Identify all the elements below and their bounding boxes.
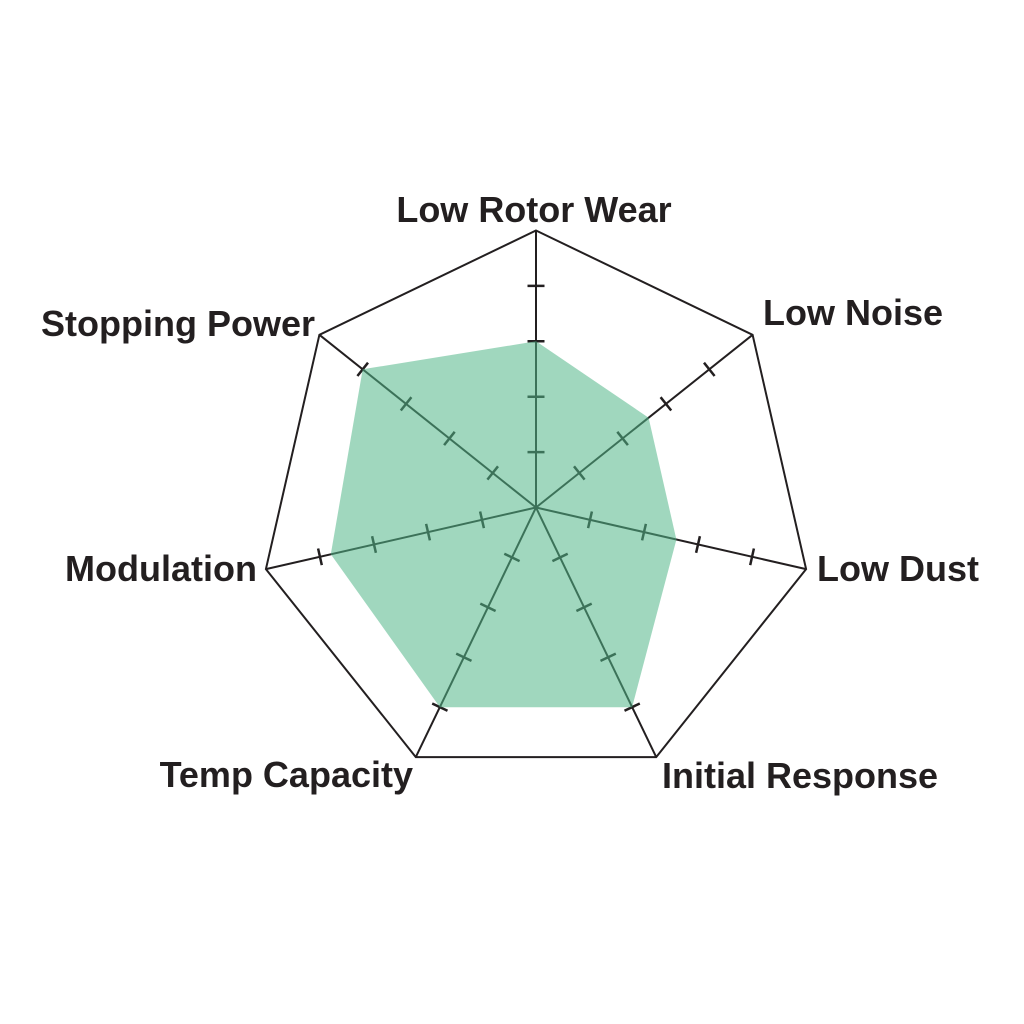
axis-label-6: Stopping Power bbox=[41, 303, 315, 344]
radar-outline bbox=[264, 229, 808, 759]
axis-label-1: Low Noise bbox=[763, 292, 943, 333]
tick-mark bbox=[694, 535, 702, 554]
axis-label-0: Low Rotor Wear bbox=[396, 189, 671, 230]
axis-label-5: Modulation bbox=[65, 548, 257, 589]
axis-label-4: Temp Capacity bbox=[160, 754, 413, 795]
tick-mark bbox=[659, 396, 673, 412]
tick-mark bbox=[748, 548, 756, 566]
data-polygon bbox=[330, 341, 677, 708]
tick-mark bbox=[703, 361, 716, 377]
tick-mark bbox=[431, 702, 449, 712]
tick-mark bbox=[316, 548, 324, 566]
axis-label-3: Initial Response bbox=[662, 755, 938, 796]
axis-label-2: Low Dust bbox=[817, 548, 979, 589]
axis-labels: Low Rotor Wear Low Noise Low Dust Initial R… bbox=[41, 189, 979, 796]
tick-mark bbox=[623, 702, 641, 712]
